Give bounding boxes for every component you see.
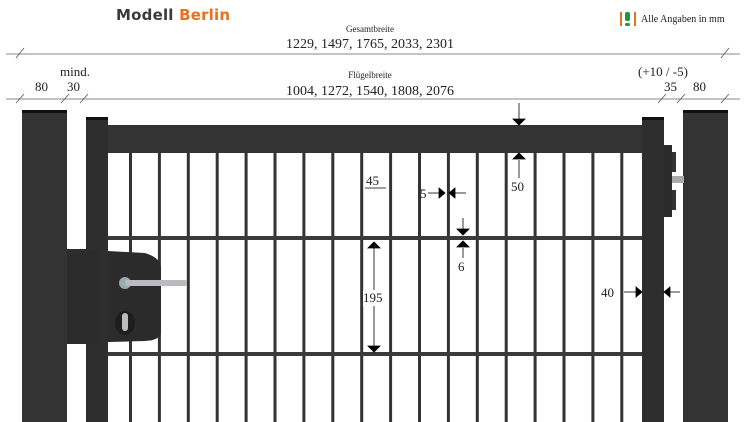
vertical-bar: [186, 153, 190, 422]
lock-body: [108, 251, 161, 342]
left-post: [22, 110, 67, 422]
units-note: Alle Angaben in mm: [620, 12, 725, 26]
lock-backplate: [67, 249, 97, 344]
vertical-bar: [418, 153, 421, 422]
vertical-bar: [215, 153, 219, 422]
vertical-bar: [562, 153, 566, 422]
total-width-values: 1229, 1497, 1765, 2033, 2301: [286, 37, 454, 52]
vertical-bar: [360, 153, 364, 422]
vertical-bar: [446, 153, 450, 422]
vertical-bar: [620, 153, 624, 422]
right-tolerance: (+10 / -5): [638, 64, 688, 79]
dimension-arrows: [365, 103, 680, 353]
wire-thickness-dimension: 6: [458, 259, 465, 274]
right-gap-dimension: 35: [664, 79, 677, 94]
hinge: [664, 145, 672, 217]
top-rail-dimension: 50: [511, 179, 524, 194]
vertical-bar: [475, 153, 479, 422]
vertical-bar: [302, 153, 306, 422]
frame-width-dimension: 40: [601, 285, 614, 300]
top-rail: [108, 125, 642, 153]
horizontal-wire-lower: [108, 352, 642, 356]
vertical-bar: [389, 153, 393, 422]
dimension-ticks: [15, 47, 730, 104]
lock-cylinder: [122, 313, 128, 331]
bar-thickness-dimension: 5: [420, 186, 427, 201]
warning-icon: [620, 12, 636, 26]
left-post-dimension: 80: [35, 79, 48, 94]
right-post-dimension: 80: [693, 79, 706, 94]
vertical-bar: [504, 153, 508, 422]
units-note-text: Alle Angaben in mm: [641, 13, 725, 25]
vertical-bar: [244, 153, 248, 422]
left-gap-label: mind.: [60, 64, 90, 79]
vertical-bars: [129, 153, 624, 422]
vertical-bar: [331, 153, 335, 422]
leaf-width-label: Flügelbreite: [348, 70, 392, 80]
leaf-width-values: 1004, 1272, 1540, 1808, 2076: [286, 84, 454, 99]
right-stile: [642, 117, 664, 422]
total-width-label: Gesamtbreite: [346, 24, 394, 34]
vertical-bar: [273, 153, 277, 422]
hinge-bolt: [672, 176, 684, 183]
vertical-bar: [591, 153, 595, 422]
right-post: [683, 110, 728, 422]
bar-spacing-dimension: 45: [366, 173, 379, 188]
wire-spacing-dimension: 195: [363, 290, 383, 306]
vertical-bar: [533, 153, 537, 422]
lock-handle: [125, 280, 187, 286]
horizontal-wire-upper: [108, 236, 642, 240]
left-gap-dimension: 30: [67, 79, 80, 94]
brand-logo: Modell Berlin: [116, 6, 231, 24]
